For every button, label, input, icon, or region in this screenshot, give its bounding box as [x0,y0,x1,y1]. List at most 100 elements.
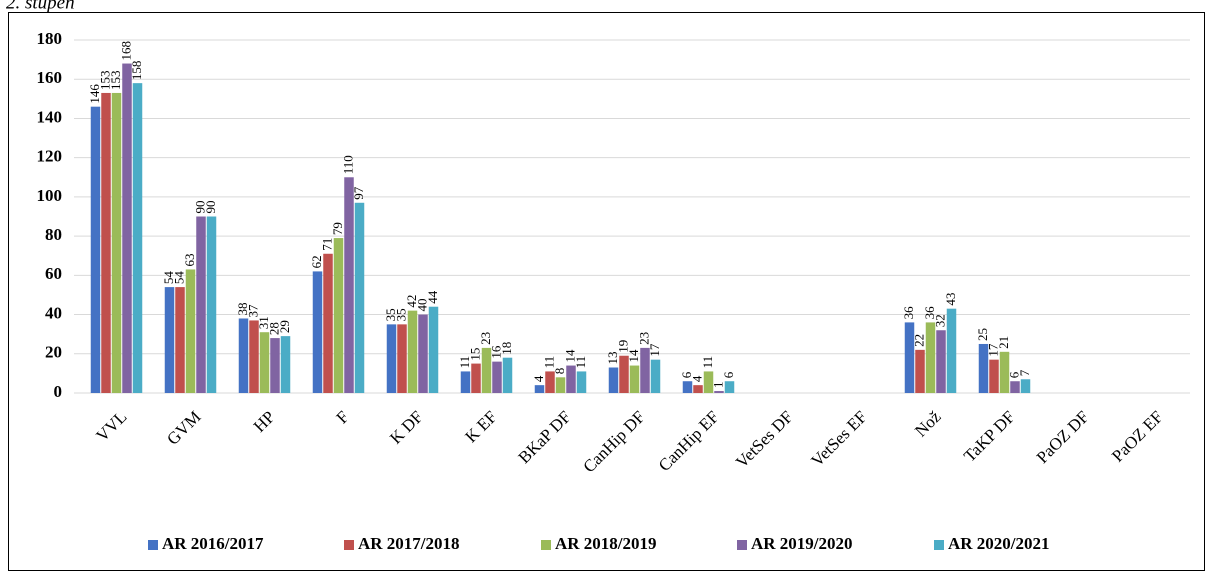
data-label: 54 [171,271,186,285]
y-tick-label: 20 [45,343,62,362]
data-label: 37 [245,304,260,318]
data-label: 11 [541,356,556,369]
data-label: 1 [710,382,725,389]
legend-swatch [934,540,944,550]
bar [492,361,502,393]
bar [650,359,661,393]
bar [534,385,545,393]
data-label: 44 [425,290,440,304]
data-label: 36 [901,306,916,320]
legend-swatch [148,540,158,550]
legend-swatch [737,540,747,550]
bar [386,324,397,393]
bar [619,355,629,393]
data-label: 35 [383,308,398,321]
bar [471,363,481,393]
data-label: 4 [689,375,704,382]
y-tick-label: 180 [37,29,63,48]
data-label: 25 [975,328,990,341]
bar [164,287,175,393]
data-label: 7 [1017,369,1032,376]
data-label: 42 [404,295,419,308]
bar [238,318,249,393]
bar [502,357,513,393]
data-label: 110 [340,155,355,174]
bar [418,314,428,393]
bar [576,371,587,393]
data-label: 54 [161,271,176,285]
bar [481,347,492,393]
legend-label: AR 2017/2018 [358,534,460,553]
legend-label: AR 2018/2019 [555,534,657,553]
data-label: 62 [309,255,324,268]
data-label: 43 [943,293,958,306]
data-label: 11 [573,356,588,369]
data-label: 79 [330,222,345,235]
bar [206,216,217,393]
bar [323,253,333,393]
bar [978,343,989,393]
legend-label: AR 2019/2020 [751,534,853,553]
y-tick-label: 100 [37,186,63,205]
bar [249,320,259,393]
bar [90,106,101,393]
bar [555,377,566,393]
data-label: 6 [679,371,694,378]
bar [407,310,418,393]
bar [545,371,555,393]
data-label: 32 [932,314,947,327]
bar [259,332,270,393]
data-label: 14 [562,349,577,363]
data-label: 38 [235,302,250,315]
bar [460,371,471,393]
bar [312,271,323,393]
legend-label: AR 2020/2021 [948,534,1050,553]
bar [122,63,132,394]
data-label: 11 [700,356,715,369]
bar [333,238,344,393]
data-label: 71 [319,238,334,251]
data-label: 17 [647,343,662,357]
data-label: 23 [636,332,651,345]
bar [428,306,439,393]
bar [682,381,693,393]
y-tick-label: 60 [45,264,62,283]
bar [566,365,576,393]
bar [629,365,640,393]
bar [989,359,999,393]
bar [703,371,714,393]
data-label: 4 [531,375,546,382]
y-tick-label: 40 [45,303,62,322]
data-label: 31 [256,316,271,329]
data-label: 36 [922,306,937,320]
data-label: 6 [1006,371,1021,378]
bar [270,338,280,393]
data-label: 90 [192,201,207,214]
bar [344,177,354,393]
data-label: 16 [488,345,503,359]
bar [1010,381,1020,393]
data-label: 8 [552,368,567,375]
bar [714,391,724,393]
bar [1020,379,1031,393]
data-label: 22 [911,334,926,347]
bar [196,216,206,393]
bar [946,308,957,393]
data-label: 17 [985,343,1000,357]
data-label: 29 [277,320,292,333]
bar [185,269,196,393]
data-label: 97 [351,186,366,200]
data-label: 35 [393,308,408,321]
bar [999,351,1010,393]
bar [111,92,122,393]
bar [354,202,365,393]
bar [904,322,915,393]
data-label: 6 [721,371,736,378]
data-label: 90 [203,201,218,214]
bar [280,336,291,393]
bar [936,330,946,393]
bar [101,92,111,393]
y-tick-label: 80 [45,225,62,244]
bar [724,381,735,393]
data-label: 21 [996,336,1011,349]
